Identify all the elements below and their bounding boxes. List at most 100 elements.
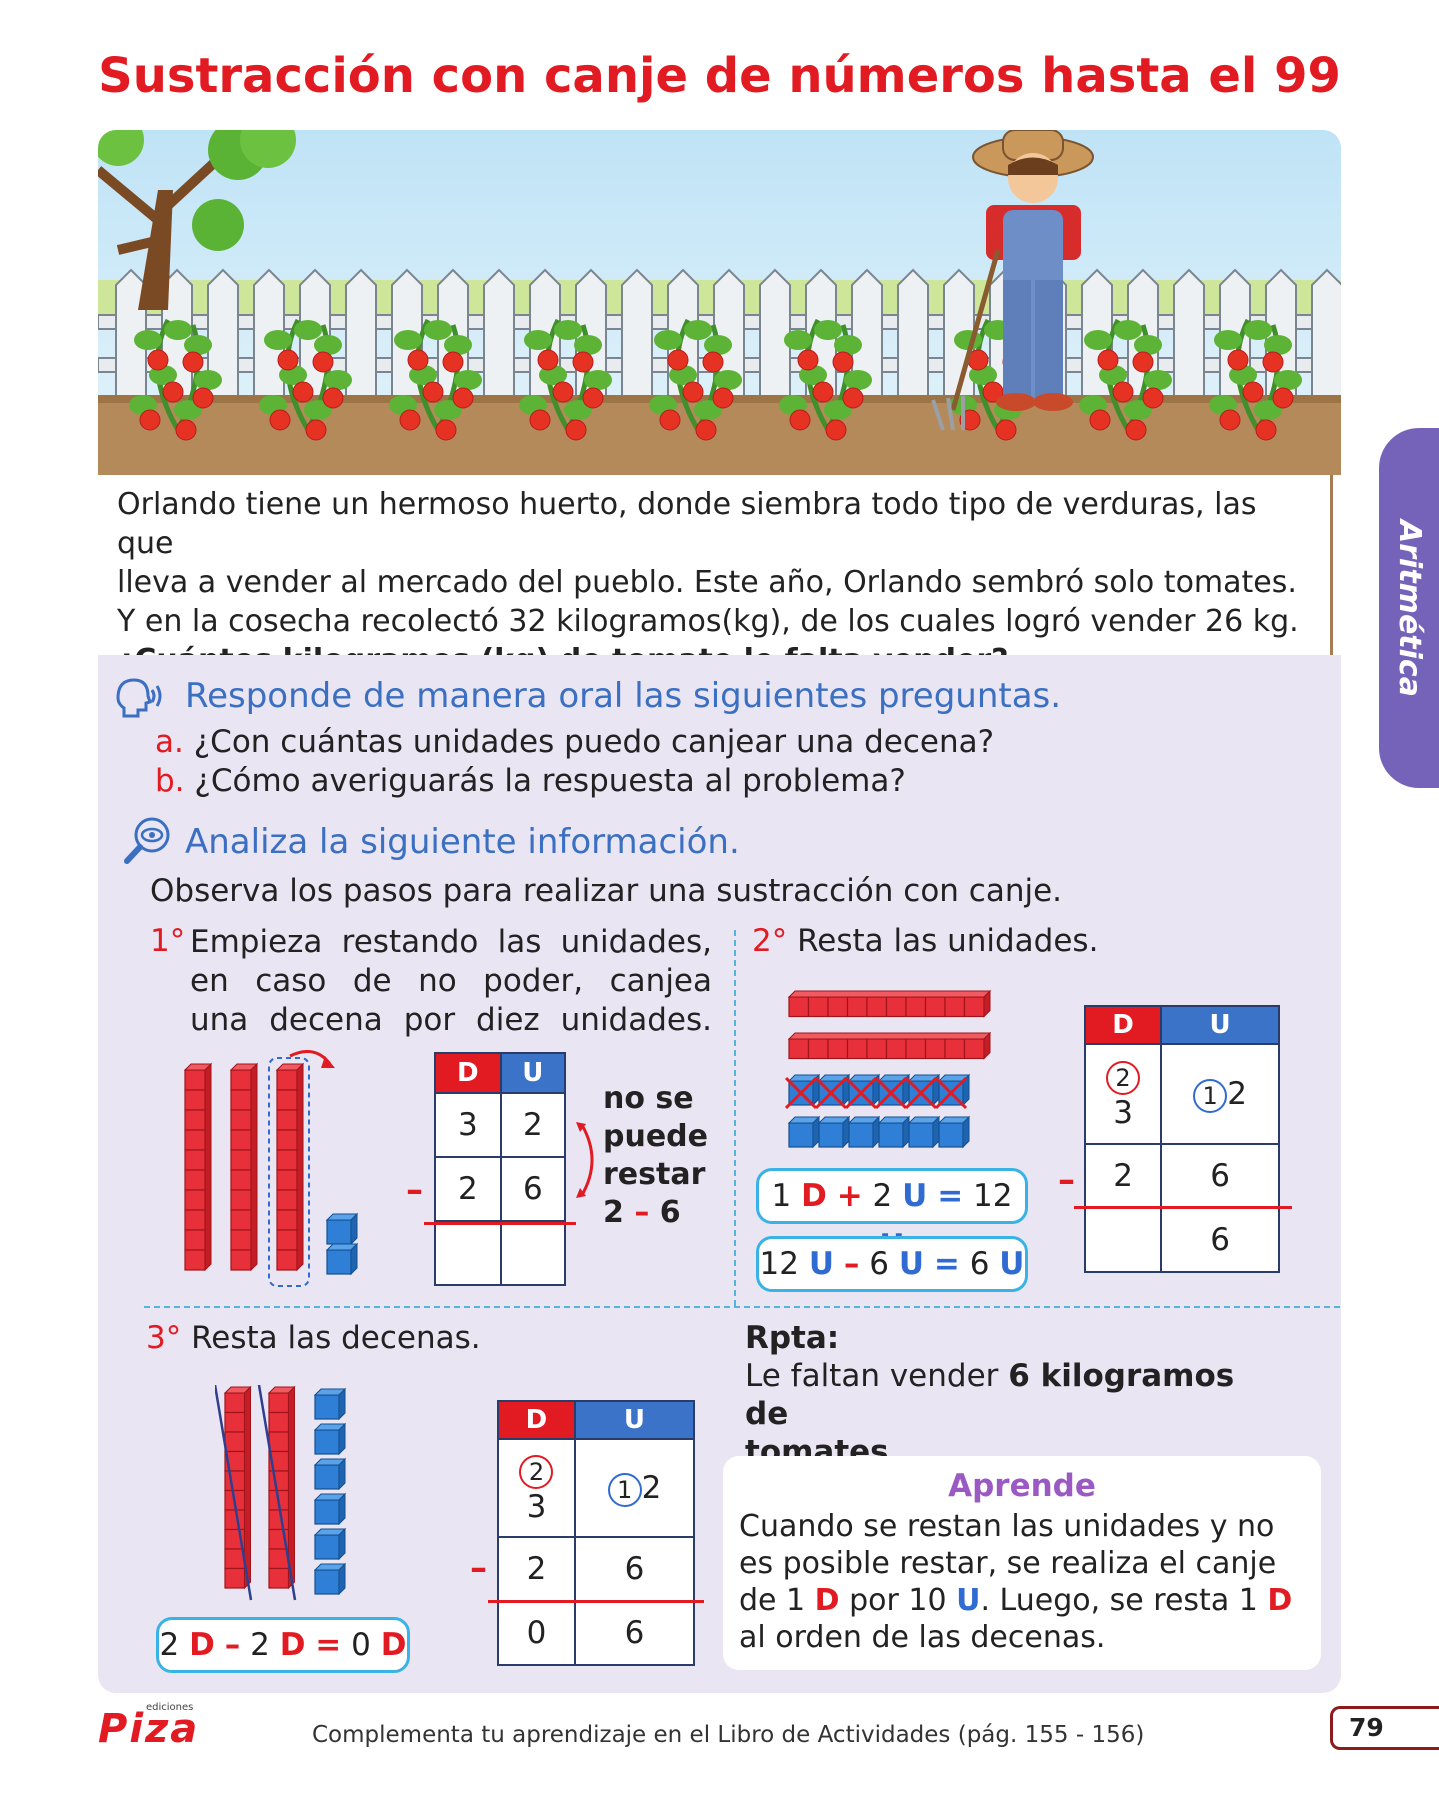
ten-rod	[229, 1062, 259, 1272]
aprende-line3: de 1 D por 10 U. Luego, se resta 1 D	[739, 1582, 1307, 1619]
units-header: U	[499, 1052, 567, 1094]
step-divider-horizontal	[144, 1306, 1340, 1308]
cross-out-line	[257, 1384, 297, 1601]
ten-rod	[223, 1385, 252, 1590]
question-b-letter: b.	[155, 763, 185, 799]
exchange-arrowhead	[321, 1056, 335, 1068]
aprende-text: Cuando se restan las unidades y no es po…	[739, 1508, 1307, 1656]
speaking-head-icon	[112, 676, 162, 720]
unit-cube	[904, 1073, 941, 1110]
tomato-plant	[389, 318, 482, 441]
unit-cube	[784, 1073, 821, 1110]
tens-header: D	[434, 1052, 502, 1094]
subtrahend-tens: 2	[1083, 1143, 1163, 1209]
unit-cube	[817, 1115, 851, 1149]
page-number: 79	[1330, 1706, 1439, 1750]
note-line4: 2 – 6	[603, 1194, 708, 1232]
oral-heading: Responde de manera oral las siguientes p…	[185, 676, 1062, 716]
eq2-c: 6	[969, 1246, 990, 1282]
analyze-intro: Observa los pasos para realizar una sust…	[150, 873, 1063, 909]
cross-out-mark	[874, 1076, 908, 1110]
answer-text: Le faltan vender 6 kilogramos de tomates…	[745, 1357, 1285, 1471]
eq2-a: 12	[759, 1246, 799, 1282]
unit-cube	[847, 1115, 881, 1149]
tomato-plant	[1079, 318, 1172, 441]
question-a-letter: a.	[155, 724, 184, 760]
tomato-plant	[259, 318, 352, 441]
step2-heading: 2° Resta las unidades.	[752, 923, 1098, 959]
step2-base-ten-blocks	[784, 985, 1000, 1155]
note-line2: puede	[603, 1119, 708, 1154]
brand-small: ediciones	[146, 1702, 194, 1713]
eq3-c: 0	[351, 1627, 371, 1663]
fence-picket	[1311, 268, 1341, 401]
cross-out-mark	[784, 1076, 818, 1110]
ten-rod	[787, 1031, 992, 1060]
eq1-eq: =	[937, 1178, 964, 1214]
tomato-plant	[649, 318, 742, 441]
subtrahend-tens: 2	[497, 1536, 576, 1602]
step3-sum-line	[488, 1600, 704, 1603]
ten-rod	[787, 989, 992, 1018]
tens-header: D	[497, 1400, 576, 1440]
ten-rod	[267, 1385, 296, 1590]
eq1-d: D	[801, 1178, 827, 1214]
subtrahend-units: 6	[1160, 1143, 1280, 1209]
analyze-heading: Analiza la siguiente información.	[185, 822, 740, 862]
step1-number: 1°	[150, 923, 186, 959]
aprende-line1: Cuando se restan las unidades y no	[739, 1509, 1275, 1544]
step3-minus-sign: –	[470, 1548, 487, 1588]
l3-b: por 10	[839, 1583, 957, 1618]
eq2-minus: –	[843, 1246, 860, 1282]
eq3-d2: D	[279, 1627, 306, 1663]
l3-u: U	[956, 1583, 981, 1618]
step-divider-vertical	[734, 930, 736, 1306]
result-tens: 0	[497, 1600, 576, 1666]
brand-name: Piza	[98, 1706, 200, 1752]
note-line1: no se	[603, 1081, 694, 1116]
cross-out-mark	[904, 1076, 938, 1110]
tomato-plant	[779, 318, 872, 441]
l3-d2: D	[1267, 1583, 1293, 1618]
step1-text: Empieza restando las unidades, en caso d…	[190, 923, 712, 1040]
unit-cube	[313, 1422, 347, 1456]
unit-cube	[313, 1562, 347, 1596]
carried-ten: 1	[1193, 1078, 1228, 1113]
question-a: a. ¿Con cuántas unidades puedo canjear u…	[155, 724, 994, 760]
step2-exchange-equation: 1 D + 2 U = 12 U	[756, 1168, 1028, 1264]
unit-cube	[937, 1115, 971, 1149]
result-tens	[434, 1220, 502, 1286]
step2-minus-sign: –	[1058, 1160, 1075, 1200]
farm-illustration	[98, 130, 1341, 475]
eq1-c: 12	[973, 1178, 1013, 1214]
story-line-3: Y en la cosecha recolectó 32 kilogramos(…	[117, 604, 1299, 639]
unit-cube	[907, 1115, 941, 1149]
story-line-2: lleva a vender al mercado del pueblo. Es…	[117, 565, 1297, 600]
fence-picket	[897, 268, 929, 401]
step3-heading: 3° Resta las decenas.	[146, 1320, 481, 1356]
carried-ten: 1	[607, 1472, 642, 1507]
eq2-u3: U	[999, 1246, 1025, 1282]
tens-header: D	[1083, 1005, 1163, 1045]
note-a: 2	[603, 1195, 624, 1230]
step2-text: Resta las unidades.	[797, 923, 1099, 959]
tomato-plant	[129, 318, 222, 441]
l3-c: . Luego, se resta 1	[980, 1583, 1268, 1618]
step2-unit-subtraction: 12 U – 6 U = 6 U	[756, 1236, 1028, 1292]
eq1-b: 2	[872, 1178, 893, 1214]
fence-picket	[1173, 268, 1205, 401]
result-tens	[1083, 1207, 1163, 1273]
result-units: 6	[573, 1600, 696, 1666]
borrowed-tens: 2	[1106, 1060, 1141, 1095]
tomato-plant	[1209, 318, 1302, 441]
aprende-title: Aprende	[948, 1468, 1096, 1504]
page-title: Sustracción con canje de números hasta e…	[98, 48, 1341, 104]
step1-line3: una decena por diez unidades.	[190, 1002, 712, 1038]
note-b: 6	[659, 1195, 681, 1230]
cannot-subtract-note: no se puede restar 2 – 6	[603, 1080, 708, 1232]
cross-out-mark	[844, 1076, 878, 1110]
eq1-u: U	[902, 1178, 928, 1214]
question-a-text: ¿Con cuántas unidades puedo canjear una …	[193, 724, 995, 760]
step3-number: 3°	[146, 1320, 182, 1356]
